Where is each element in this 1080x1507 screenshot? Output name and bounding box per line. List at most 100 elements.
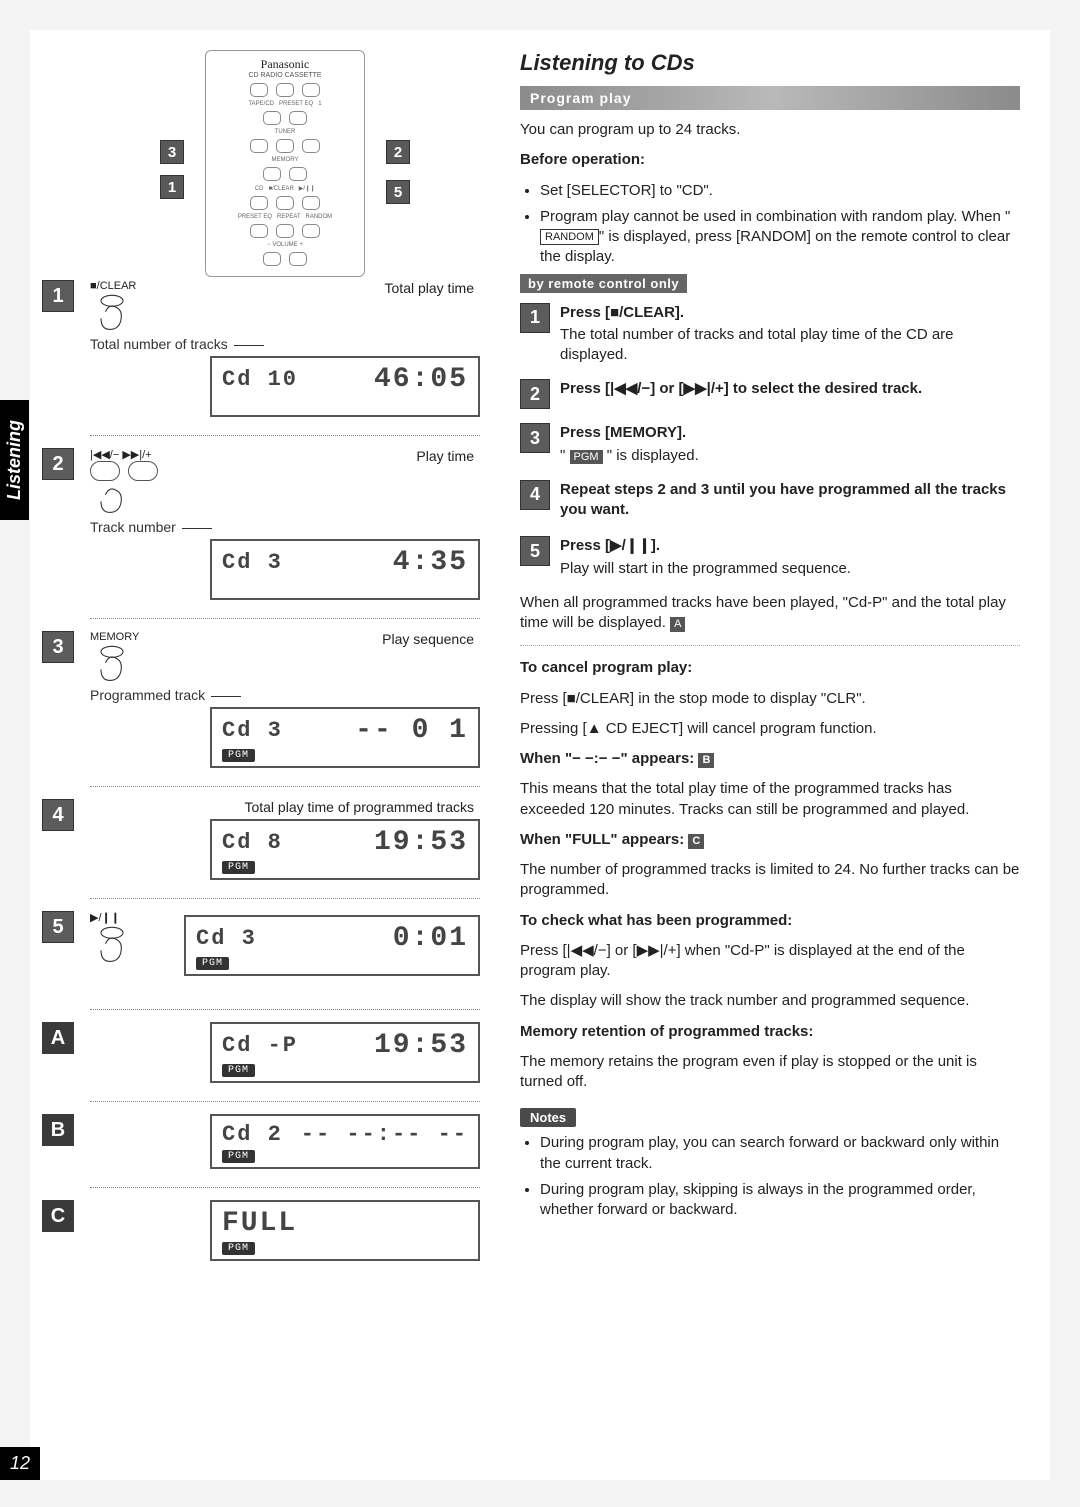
step-1-lcd-right: 46:05 [374, 364, 468, 395]
step-1-lcd: Cd 10 46:05 [210, 356, 480, 417]
before-operation-heading: Before operation: [520, 150, 1020, 170]
step-4: 4 Total play time of programmed tracks C… [90, 799, 480, 880]
left-column: Panasonic CD RADIO CASSETTE TAPE/CD PRES… [30, 30, 500, 1480]
rstep-1-num: 1 [520, 303, 550, 333]
random-badge: RANDOM [540, 229, 599, 246]
before-bullet-2: Program play cannot be used in combinati… [540, 207, 1020, 268]
rstep-1: 1 Press [■/CLEAR]. The total number of t… [520, 303, 1020, 366]
pgm-badge: PGM [222, 1064, 255, 1077]
check-body-2: The display will show the track number a… [520, 991, 1020, 1011]
ref-A: A [670, 617, 685, 632]
pgm-badge: PGM [222, 861, 255, 874]
step-2-caption-right: Play time [168, 448, 474, 464]
pgm-badge: PGM [222, 1150, 255, 1163]
rstep-5-body: Play will start in the programmed sequen… [560, 559, 851, 579]
rstep-3-heading: Press [MEMORY]. [560, 423, 699, 443]
step-3-caption-left: Programmed track [90, 687, 205, 703]
page-number: 12 [0, 1447, 40, 1480]
panel-C-lcd-left: FULL [222, 1208, 297, 1239]
callout-1: 1 [160, 175, 184, 199]
finger-icon [90, 924, 134, 968]
step-5-lcd-left: Cd 3 [196, 926, 257, 951]
rstep-4-heading: Repeat steps 2 and 3 until you have prog… [560, 480, 1020, 521]
panel-B: B Cd 2 -- --:-- -- PGM [90, 1114, 480, 1169]
pgm-badge: PGM [196, 957, 229, 970]
rstep-2: 2 Press [|◀◀/−] or [▶▶|/+] to select the… [520, 379, 1020, 409]
before-bullet-1: Set [SELECTOR] to "CD". [540, 181, 1020, 201]
step-3-caption-right: Play sequence [149, 631, 474, 647]
rstep-3-num: 3 [520, 423, 550, 453]
step-2-lcd-right: 4:35 [393, 547, 468, 578]
section-title: Listening to CDs [520, 50, 1020, 76]
step-4-caption-right: Total play time of programmed tracks [90, 799, 474, 815]
check-body-1: Press [|◀◀/−] or [▶▶|/+] when "Cd-P" is … [520, 941, 1020, 982]
cancel-body-2: Pressing [▲ CD EJECT] will cancel progra… [520, 719, 1020, 739]
step-1-num: 1 [42, 280, 74, 312]
step-3-lcd-left: Cd 3 [222, 718, 283, 743]
step-5: 5 ▶/❙❙ Cd 3 0:01 PGM [90, 911, 480, 991]
dashes-heading: When "− −:− −" appears: B [520, 749, 1020, 769]
dashes-body: This means that the total play time of t… [520, 779, 1020, 820]
step-5-button-label: ▶/❙❙ [90, 911, 134, 924]
panel-A-letter: A [42, 1022, 74, 1054]
step-1-caption-left: Total number of tracks [90, 336, 228, 352]
step-5-num: 5 [42, 911, 74, 943]
panel-A-lcd-right: 19:53 [374, 1030, 468, 1061]
step-3: 3 MEMORY Play sequence Programmed track [90, 631, 480, 768]
cancel-heading: To cancel program play: [520, 658, 1020, 678]
panel-B-lcd-right: -- --:-- -- [301, 1122, 468, 1147]
rstep-4: 4 Repeat steps 2 and 3 until you have pr… [520, 480, 1020, 523]
panel-B-lcd-left: Cd 2 [222, 1122, 283, 1147]
step-3-lcd: Cd 3 -- 0 1 PGM [210, 707, 480, 768]
finger-icon [90, 643, 134, 687]
rstep-5-heading: Press [▶/❙❙]. [560, 536, 851, 556]
panel-B-letter: B [42, 1114, 74, 1146]
right-column: Listening to CDs Program play You can pr… [500, 30, 1050, 1480]
rstep-3: 3 Press [MEMORY]. " PGM " is displayed. [520, 423, 1020, 466]
panel-C: C FULL PGM [90, 1200, 480, 1261]
step-5-lcd-right: 0:01 [393, 923, 468, 954]
banner-program-play: Program play [520, 86, 1020, 110]
memory-body: The memory retains the program even if p… [520, 1052, 1020, 1093]
panel-C-letter: C [42, 1200, 74, 1232]
remote-subtitle: CD RADIO CASSETTE [212, 72, 358, 79]
memory-heading: Memory retention of programmed tracks: [520, 1022, 1020, 1042]
step-1-lcd-left: Cd 10 [222, 367, 298, 392]
step-3-num: 3 [42, 631, 74, 663]
callout-3: 3 [160, 140, 184, 164]
rstep-4-num: 4 [520, 480, 550, 510]
step-2: 2 |◀◀/− ▶▶|/+ Play time Track number [90, 448, 480, 600]
pgm-badge: PGM [222, 1242, 255, 1255]
rstep-2-num: 2 [520, 379, 550, 409]
remote-brand: Panasonic [212, 57, 358, 72]
ref-C: C [688, 834, 704, 849]
remote-diagram: Panasonic CD RADIO CASSETTE TAPE/CD PRES… [205, 50, 365, 277]
panel-C-lcd: FULL PGM [210, 1200, 480, 1261]
panel-A-lcd: Cd -P 19:53 PGM [210, 1022, 480, 1083]
step-5-lcd: Cd 3 0:01 PGM [184, 915, 480, 976]
note-2: During program play, skipping is always … [540, 1180, 1020, 1221]
rstep-3-body: " PGM " is displayed. [560, 446, 699, 466]
step-3-button-label: MEMORY [90, 631, 139, 643]
step-4-lcd-right: 19:53 [374, 827, 468, 858]
step-2-lcd-left: Cd 3 [222, 550, 283, 575]
rstep-2-heading: Press [|◀◀/−] or [▶▶|/+] to select the d… [560, 379, 922, 399]
panel-A: A Cd -P 19:53 PGM [90, 1022, 480, 1083]
rstep-5-num: 5 [520, 536, 550, 566]
step-4-num: 4 [42, 799, 74, 831]
note-1: During program play, you can search forw… [540, 1133, 1020, 1174]
step-3-lcd-right: -- 0 1 [355, 715, 468, 746]
callout-2: 2 [386, 140, 410, 164]
full-heading: When "FULL" appears: C [520, 830, 1020, 850]
rstep-1-body: The total number of tracks and total pla… [560, 325, 1020, 366]
side-tab-listening: Listening [0, 400, 29, 520]
rstep-1-heading: Press [■/CLEAR]. [560, 303, 1020, 323]
subhead-remote-only: by remote control only [520, 274, 687, 293]
finger-icon [90, 475, 134, 519]
step-1-caption-right: Total play time [146, 280, 474, 296]
step-1: 1 ■/CLEAR Total play time Total number o… [90, 280, 480, 417]
rstep-5: 5 Press [▶/❙❙]. Play will start in the p… [520, 536, 1020, 579]
intro-text: You can program up to 24 tracks. [520, 120, 1020, 140]
check-heading: To check what has been programmed: [520, 911, 1020, 931]
finger-icon [90, 292, 134, 336]
